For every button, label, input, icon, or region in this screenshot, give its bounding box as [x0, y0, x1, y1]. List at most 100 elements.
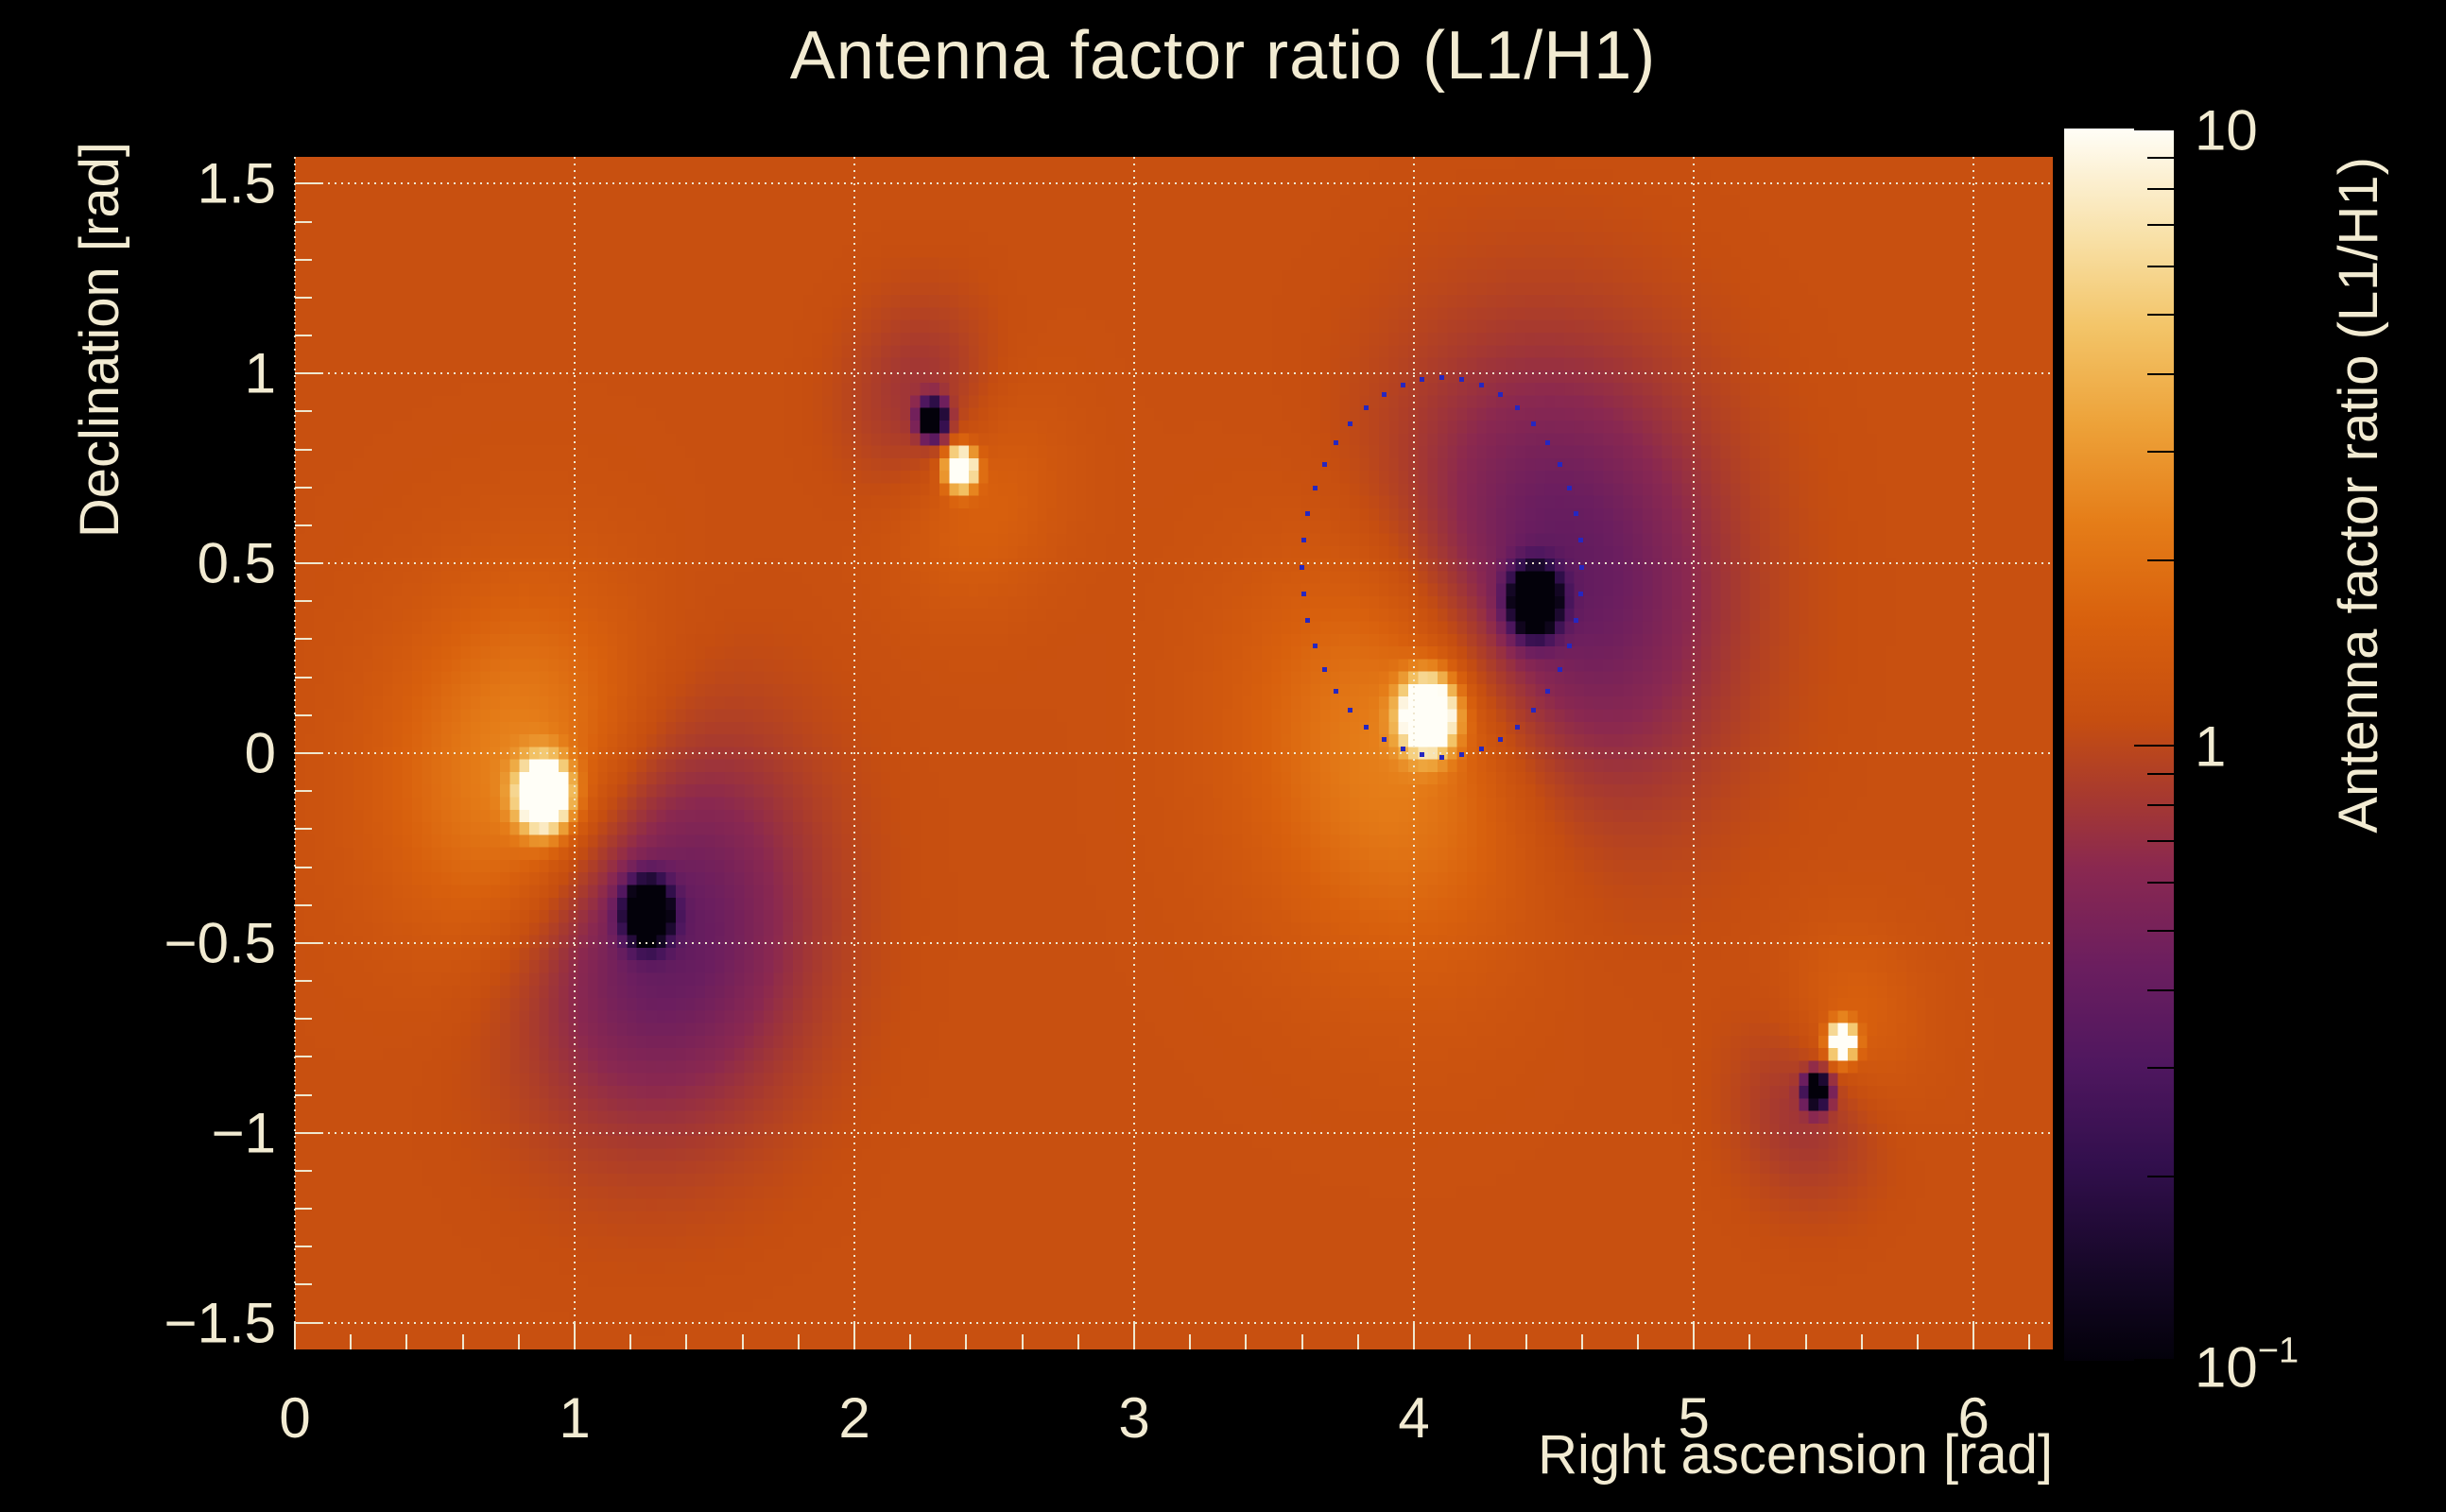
sky-circle-dot [1300, 564, 1305, 570]
sky-circle-dot [1557, 667, 1562, 673]
x-tick-label: 6 [1957, 1386, 1990, 1450]
x-tick-label: 1 [559, 1386, 591, 1450]
sky-circle-dot [1515, 724, 1521, 730]
sky-circle-dot [1400, 747, 1405, 752]
y-minor-tick [295, 676, 312, 679]
colorbar-tick [2147, 373, 2174, 376]
colorbar-tick-label-mid: 1 [2195, 714, 2227, 779]
colorbar-tick [2147, 930, 2174, 933]
y-minor-tick [295, 448, 312, 451]
x-minor-tick [1748, 1334, 1751, 1349]
y-minor-tick [295, 790, 312, 793]
x-minor-tick [461, 1334, 464, 1349]
sky-circle-dot [1305, 618, 1311, 624]
x-minor-tick [350, 1334, 353, 1349]
y-tick-label: −0.5 [164, 911, 276, 975]
y-tick [295, 752, 323, 754]
sky-circle-dot [1566, 644, 1572, 649]
x-minor-tick [1356, 1334, 1359, 1349]
x-minor-tick [685, 1334, 688, 1349]
sky-circle-dot [1574, 511, 1579, 517]
x-minor-tick [2028, 1334, 2031, 1349]
sky-circle-dot [1531, 708, 1537, 713]
sky-circle-dot [1531, 421, 1537, 426]
colorbar-tick [2147, 314, 2174, 317]
gridline-y [295, 372, 2053, 375]
colorbar-tick [2134, 745, 2174, 747]
y-minor-tick [295, 1093, 312, 1096]
sky-circle-dot [1478, 747, 1484, 752]
colorbar-tick [2147, 1066, 2174, 1069]
x-minor-tick [1524, 1334, 1527, 1349]
y-tick-label: 1 [244, 341, 276, 405]
x-minor-tick [1189, 1334, 1192, 1349]
colorbar-title: Antenna factor ratio (L1/H1) [2328, 157, 2389, 833]
gridline-y [295, 752, 2053, 754]
y-minor-tick [295, 220, 312, 223]
colorbar-tick [2147, 1175, 2174, 1177]
sky-circle-dot [1321, 667, 1327, 673]
x-minor-tick [1804, 1334, 1807, 1349]
gridline-y [295, 562, 2053, 565]
x-tick [1133, 1321, 1136, 1349]
x-minor-tick [1860, 1334, 1863, 1349]
gridline-y [295, 1321, 2053, 1324]
x-minor-tick [1580, 1334, 1583, 1349]
x-minor-tick [741, 1334, 744, 1349]
sky-circle-dot [1420, 752, 1425, 758]
y-minor-tick [295, 866, 312, 868]
gridline-y [295, 1131, 2053, 1134]
sky-circle-dot [1364, 404, 1369, 410]
colorbar-tick [2134, 129, 2174, 130]
colorbar-tick [2134, 1359, 2174, 1361]
x-minor-tick [797, 1334, 800, 1349]
y-axis-title: Declination [rad] [69, 142, 130, 539]
y-tick [295, 1131, 323, 1134]
colorbar-tick [2147, 156, 2174, 159]
sky-circle-dot [1579, 564, 1585, 570]
sky-circle-dot [1577, 592, 1583, 597]
sky-circle-dot [1334, 689, 1339, 695]
sky-circle-dot [1545, 689, 1551, 695]
y-minor-tick [295, 638, 312, 641]
x-minor-tick [405, 1334, 408, 1349]
x-tick [1693, 1321, 1696, 1349]
x-tick [574, 1321, 577, 1349]
x-tick-label: 3 [1118, 1386, 1150, 1450]
y-minor-tick [295, 258, 312, 261]
sky-circle-dot [1545, 440, 1551, 446]
sky-circle-dot [1439, 754, 1445, 760]
sky-circle-dot [1566, 486, 1572, 491]
y-tick [295, 1321, 323, 1324]
x-minor-tick [1021, 1334, 1024, 1349]
x-tick [853, 1321, 856, 1349]
sky-circle-dot [1478, 382, 1484, 387]
y-minor-tick [295, 903, 312, 906]
y-tick-label: 0.5 [197, 531, 276, 595]
x-minor-tick [1469, 1334, 1472, 1349]
sky-circle-dot [1400, 382, 1405, 387]
x-tick-label: 2 [838, 1386, 870, 1450]
colorbar-tick [2147, 450, 2174, 453]
x-tick-label: 0 [279, 1386, 311, 1450]
sky-circle-dot [1381, 391, 1387, 397]
sky-circle-dot [1348, 421, 1353, 426]
x-tick [1972, 1321, 1975, 1349]
x-minor-tick [1916, 1334, 1919, 1349]
y-minor-tick [295, 980, 312, 983]
colorbar-tick-label-max: 10 [2195, 98, 2258, 163]
sky-circle-dot [1459, 376, 1465, 382]
colorbar-tick [2147, 804, 2174, 807]
sky-circle-dot [1364, 724, 1369, 730]
x-minor-tick [1077, 1334, 1079, 1349]
sky-circle-dot [1301, 538, 1306, 543]
sky-circle-dot [1577, 538, 1583, 543]
colorbar-tick [2147, 188, 2174, 191]
y-tick-label: −1.5 [164, 1291, 276, 1355]
x-tick-label: 5 [1678, 1386, 1710, 1450]
plot-title: Antenna factor ratio (L1/H1) [789, 18, 1657, 94]
x-minor-tick [629, 1334, 632, 1349]
colorbar-tick [2147, 223, 2174, 226]
y-minor-tick [295, 486, 312, 489]
